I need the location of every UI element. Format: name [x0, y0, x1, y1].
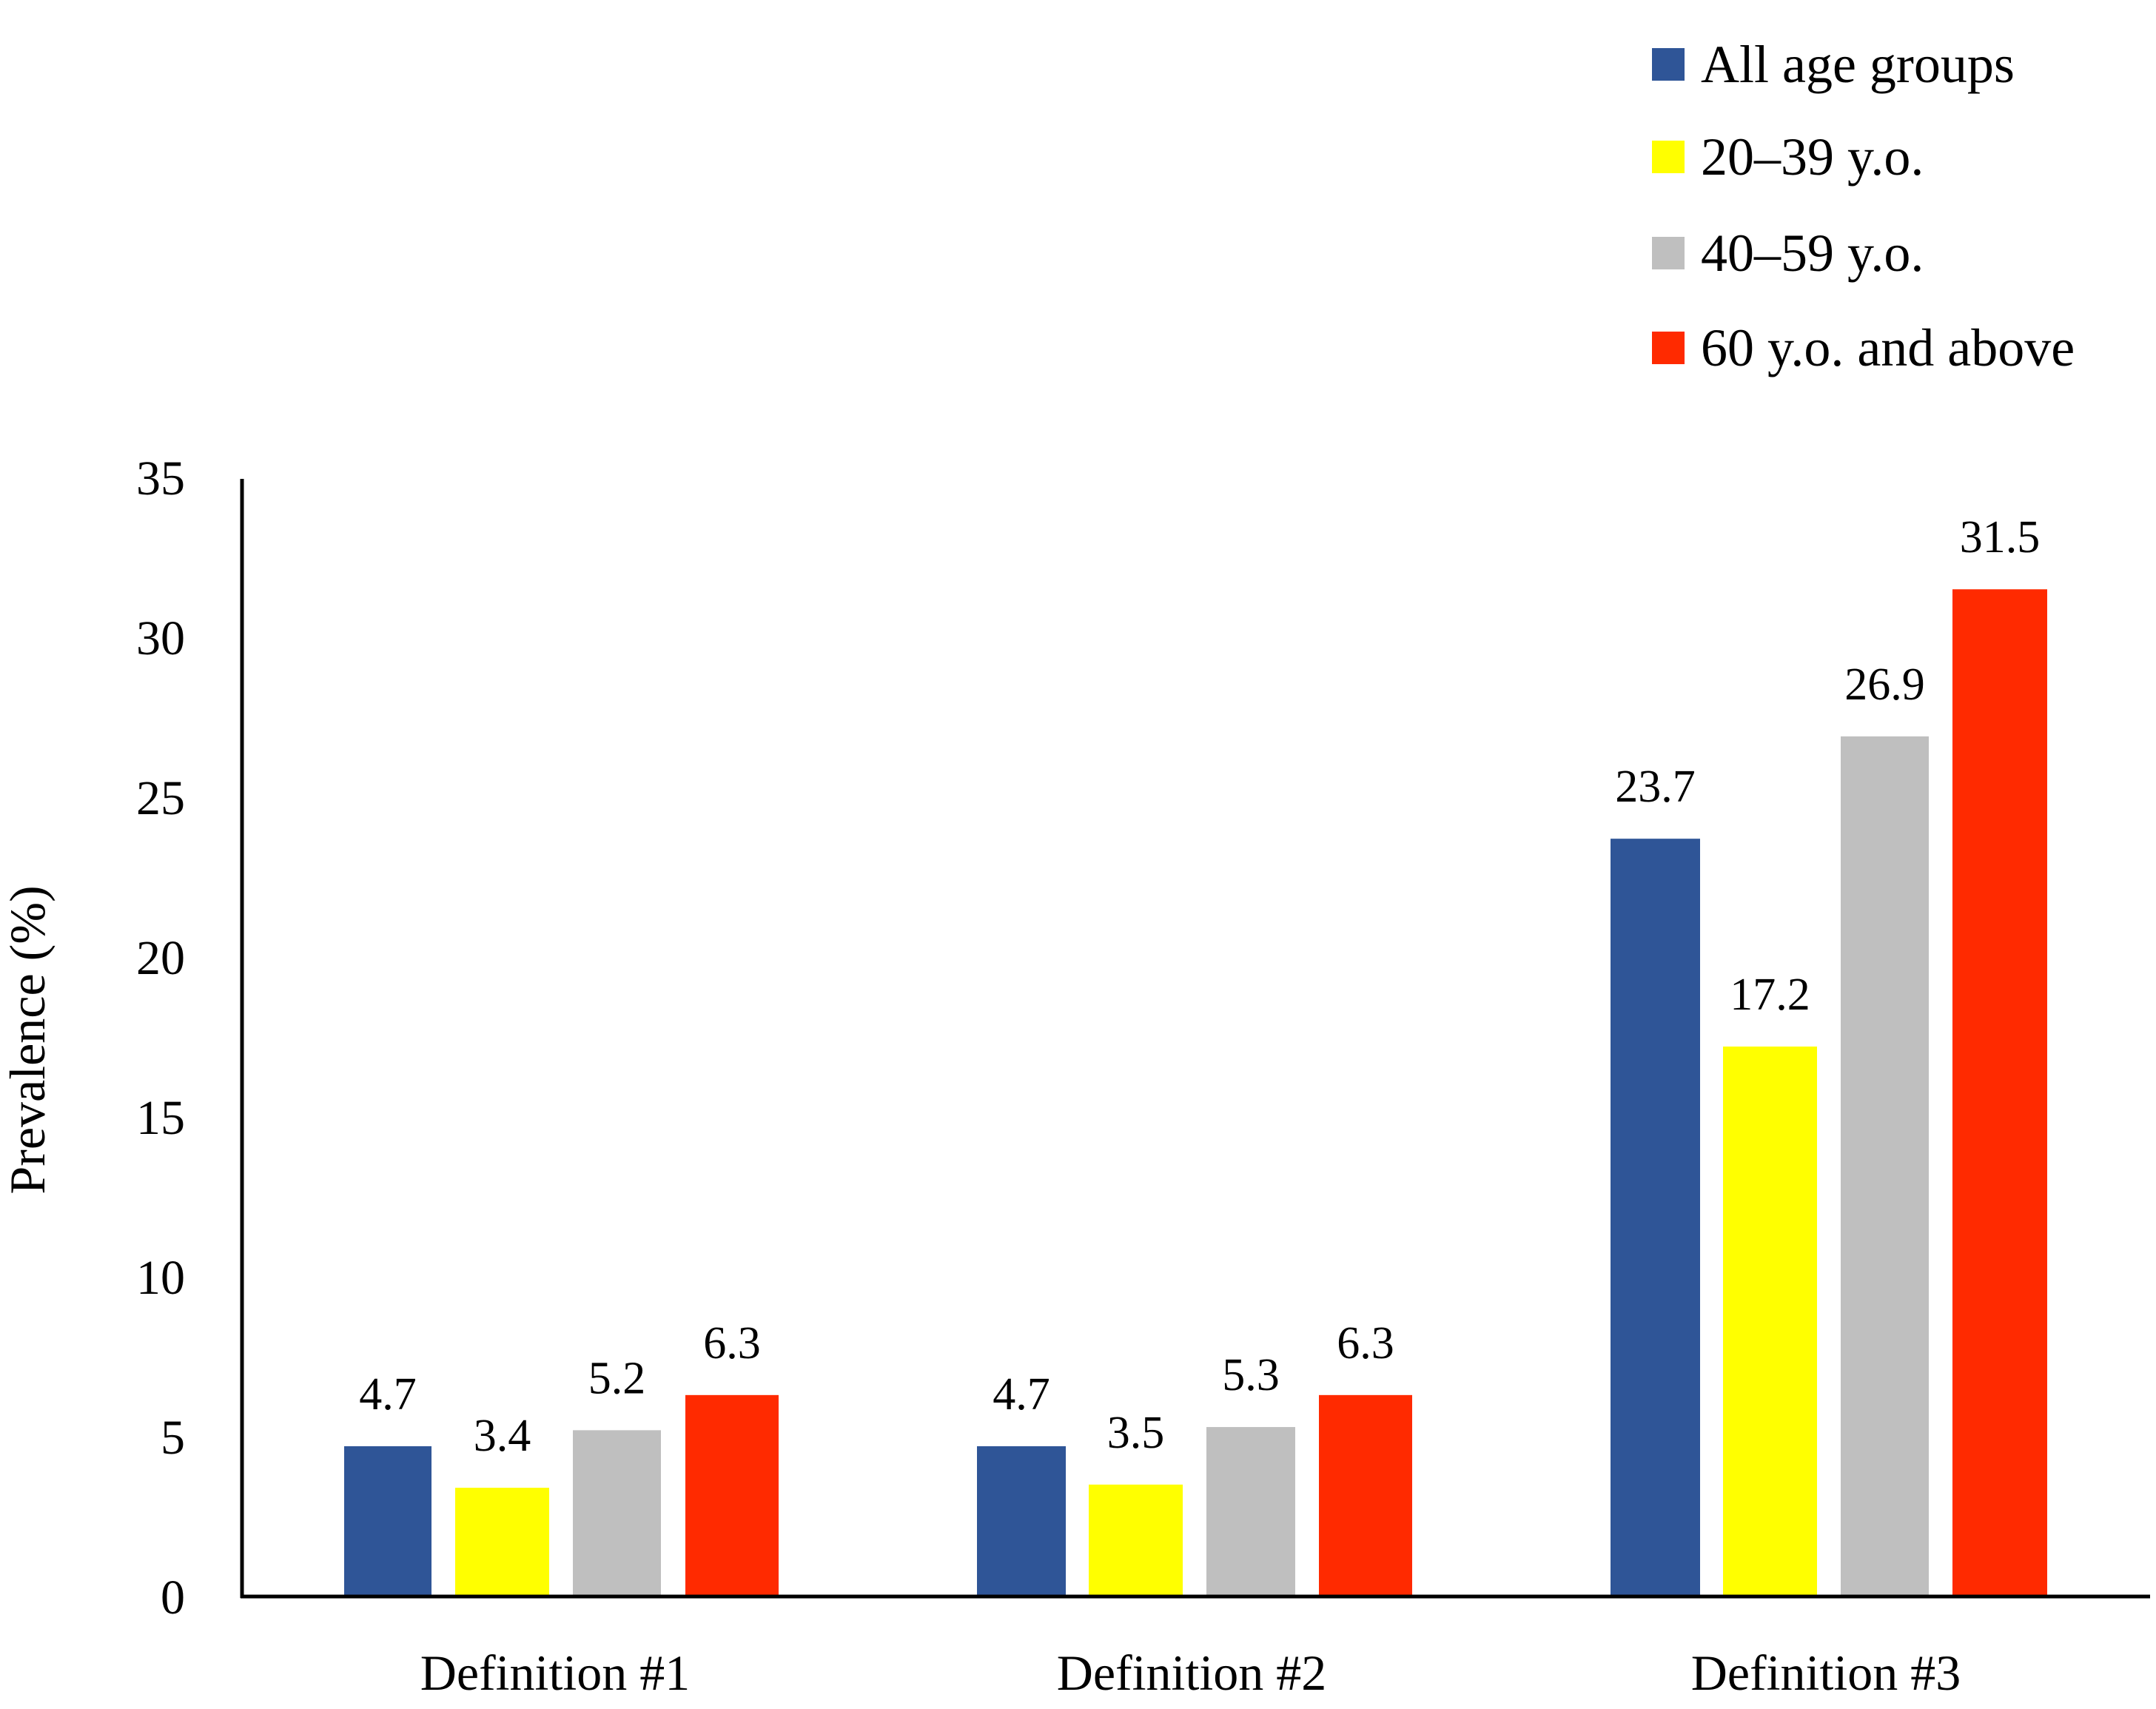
bar — [573, 1430, 661, 1596]
x-category-label: Definition #2 — [1057, 1645, 1327, 1701]
data-label: 5.2 — [588, 1353, 646, 1403]
data-label: 4.7 — [993, 1369, 1050, 1420]
data-label: 5.3 — [1222, 1350, 1280, 1400]
bar — [1611, 839, 1700, 1596]
y-tick-label: 25 — [136, 771, 185, 825]
legend-label: 60 y.o. and above — [1701, 318, 2075, 377]
x-category-label: Definition #1 — [420, 1645, 691, 1701]
data-label: 3.4 — [474, 1411, 531, 1461]
bar — [1952, 589, 2047, 1597]
legend-swatch — [1652, 332, 1685, 364]
data-label: 3.5 — [1107, 1408, 1165, 1458]
x-category-label: Definition #3 — [1691, 1645, 1961, 1701]
bar — [1841, 736, 1929, 1597]
legend-label: 20–39 y.o. — [1701, 127, 1924, 187]
legend-swatch — [1652, 48, 1685, 81]
y-tick-label: 10 — [136, 1251, 185, 1305]
y-axis-title: Prevalence (%) — [0, 885, 56, 1194]
data-label: 31.5 — [1960, 512, 2041, 563]
x-axis: Definition #1 Definition #2 Definition #3 — [241, 1594, 2150, 1701]
bar — [1089, 1484, 1183, 1596]
data-label: 6.3 — [703, 1318, 761, 1369]
data-label: 23.7 — [1615, 762, 1696, 812]
legend-label: All age groups — [1701, 35, 2015, 94]
data-label: 4.7 — [359, 1369, 417, 1420]
bar — [455, 1488, 549, 1596]
bar — [977, 1446, 1066, 1596]
y-tick-label: 0 — [161, 1571, 185, 1625]
data-label: 26.9 — [1844, 659, 1925, 710]
bar — [1723, 1046, 1817, 1596]
y-tick-label: 30 — [136, 611, 185, 665]
legend-swatch — [1652, 141, 1685, 173]
y-tick-label: 20 — [136, 931, 185, 985]
bar — [1319, 1394, 1412, 1596]
bars: 4.7 4.7 23.7 3.4 3.5 17.2 5.2 5.3 26.9 6.3 6.3 31.5 — [344, 512, 2047, 1597]
legend-swatch — [1652, 237, 1685, 269]
legend: All age groups 20–39 y.o. 40–59 y.o. 60 y.o… — [1652, 35, 2075, 377]
y-tick-label: 35 — [136, 451, 185, 506]
data-label: 6.3 — [1337, 1318, 1394, 1369]
bar — [344, 1446, 431, 1596]
data-label: 17.2 — [1730, 970, 1810, 1020]
bar — [1206, 1427, 1295, 1596]
bar — [685, 1394, 779, 1596]
y-axis: 0 5 10 15 20 25 30 35 — [136, 451, 244, 1625]
y-tick-label: 5 — [161, 1411, 185, 1465]
y-tick-label: 15 — [136, 1091, 185, 1145]
legend-label: 40–59 y.o. — [1701, 224, 1924, 283]
